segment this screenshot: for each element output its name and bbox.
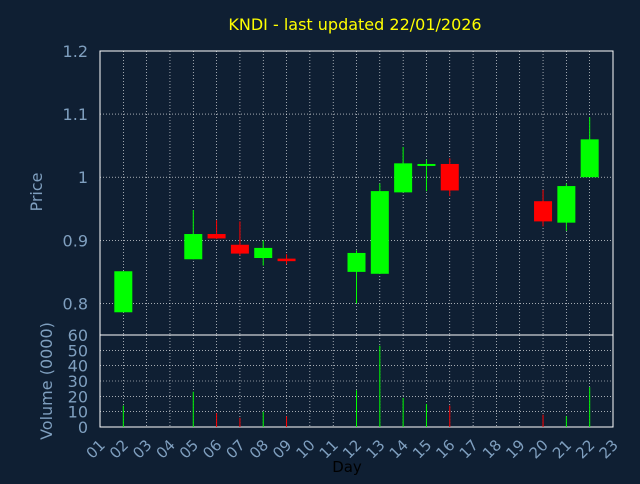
chart-title: KNDI - last updated 22/01/2026 [228, 15, 481, 34]
candle-body [207, 234, 226, 239]
day-tick-label: 16 [432, 436, 458, 462]
candle-body [440, 163, 459, 191]
day-tick-label: 02 [106, 436, 132, 462]
candle-body [370, 191, 389, 274]
day-tick-label: 08 [246, 436, 272, 462]
candle-body [580, 139, 599, 178]
price-tick-label: 1.2 [63, 42, 88, 61]
volume-series [122, 345, 591, 427]
candle-body [277, 258, 296, 262]
price-tick-label: 0.8 [63, 294, 88, 313]
day-tick-label: 20 [526, 436, 552, 462]
volume-tick-label: 50 [68, 341, 88, 360]
day-tick-label: 17 [456, 436, 482, 462]
day-tick-label: 18 [479, 436, 505, 462]
candle-body [114, 271, 133, 313]
price-tick-label: 0.9 [63, 231, 88, 250]
day-tick-label: 04 [153, 436, 179, 462]
day-tick-label: 22 [572, 436, 598, 462]
day-tick-label: 13 [362, 436, 388, 462]
day-tick-label: 05 [176, 436, 202, 462]
day-tick-label: 10 [292, 436, 318, 462]
price-axis-ticks: 0.8 0.9 1 1.1 1.2 [63, 42, 88, 313]
candle-body [347, 252, 366, 272]
price-axis-label: Price [27, 172, 46, 211]
day-axis-label: Day [332, 458, 362, 476]
volume-tick-label: 30 [68, 372, 88, 391]
day-tick-label: 03 [129, 436, 155, 462]
day-tick-label: 21 [549, 436, 575, 462]
candle-body [394, 163, 413, 193]
candlestick-series [114, 117, 599, 313]
candle-body [417, 163, 436, 166]
candle-body [254, 247, 273, 259]
day-tick-label: 15 [409, 436, 435, 462]
candle-body [534, 201, 553, 222]
candle-body [230, 244, 249, 254]
day-tick-label: 06 [199, 436, 225, 462]
candle-body [557, 186, 576, 223]
price-tick-label: 1.1 [63, 105, 88, 124]
day-tick-label: 19 [502, 436, 528, 462]
volume-axis-label: Volume (0000) [37, 322, 56, 440]
day-tick-label: 23 [596, 436, 622, 462]
day-tick-label: 09 [269, 436, 295, 462]
day-tick-label: 07 [223, 436, 249, 462]
day-tick-label: 01 [83, 436, 109, 462]
volume-tick-label: 20 [68, 387, 88, 406]
volume-tick-label: 0 [78, 418, 88, 437]
volume-tick-label: 60 [68, 326, 88, 345]
candle-body [184, 234, 203, 260]
price-tick-label: 1 [78, 168, 88, 187]
volume-tick-label: 10 [68, 403, 88, 422]
day-tick-label: 14 [386, 436, 412, 462]
volume-tick-label: 40 [68, 357, 88, 376]
